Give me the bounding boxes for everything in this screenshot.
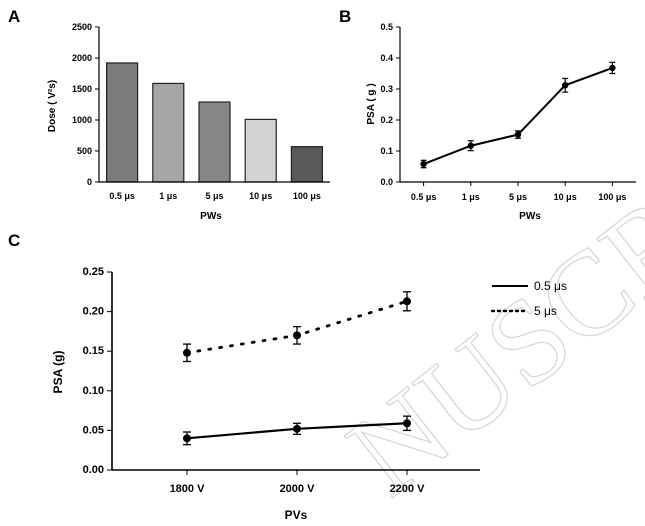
y-tick-label: 500 bbox=[77, 146, 92, 156]
bar bbox=[244, 118, 277, 183]
chart-c: 0.00 0.05 0.10 0.15 0.20 0.25 1800 V 2000 V 220… bbox=[51, 266, 567, 522]
data-point bbox=[293, 424, 301, 433]
y-tick-label: 0 bbox=[87, 177, 92, 187]
y-tick-label: 0.05 bbox=[83, 424, 104, 436]
x-axis-label: PWs bbox=[519, 211, 541, 222]
x-ticks: 0.5 μs 1 μs 5 μs 10 μs 100 μs bbox=[109, 191, 321, 201]
axes bbox=[98, 27, 330, 183]
data-point bbox=[403, 297, 411, 306]
panel-label-a: A bbox=[8, 7, 20, 26]
data-point bbox=[183, 348, 191, 357]
x-tick-label: 10 μs bbox=[554, 192, 577, 202]
data-point bbox=[293, 331, 301, 340]
panel-label-b: B bbox=[339, 7, 351, 26]
y-tick-label: 0.20 bbox=[83, 306, 104, 318]
x-tick-label: 100 μs bbox=[293, 191, 321, 201]
panel-label-c: C bbox=[8, 231, 20, 250]
legend: 0.5 μs 5 μs bbox=[490, 279, 567, 318]
chart-b: 0.0 0.1 0.2 0.3 0.4 0.5 0.5 μs 1 μs 5 μs 10 μs 10… bbox=[366, 22, 636, 222]
data-point bbox=[562, 82, 569, 89]
y-tick-label: 2000 bbox=[72, 53, 92, 63]
x-tick-label: 10 μs bbox=[249, 191, 272, 201]
x-tick-label: 0.5 μs bbox=[411, 192, 437, 202]
y-ticks: 0.0 0.1 0.2 0.3 0.4 0.5 bbox=[380, 22, 400, 187]
x-ticks: 1800 V 2000 V 2200 V bbox=[170, 470, 426, 495]
y-tick-label: 0.1 bbox=[380, 146, 393, 156]
series-0 bbox=[183, 415, 411, 446]
x-tick-label: 5 μs bbox=[205, 191, 223, 201]
x-tick-label: 5 μs bbox=[509, 192, 527, 202]
data-point bbox=[514, 131, 522, 138]
bar bbox=[198, 101, 231, 183]
series-line-path bbox=[423, 66, 613, 165]
x-tick-label: 100 μs bbox=[598, 192, 626, 202]
y-tick-label: 0.10 bbox=[83, 385, 104, 397]
x-tick-label: 0.5 μs bbox=[109, 191, 135, 201]
x-axis-label: PWs bbox=[200, 211, 222, 222]
axes bbox=[111, 272, 480, 471]
y-tick-label: 0.0 bbox=[380, 177, 393, 187]
y-tick-label: 0.5 bbox=[380, 22, 393, 32]
data-point bbox=[467, 142, 474, 149]
y-tick-label: 1500 bbox=[72, 84, 92, 94]
data-point bbox=[183, 434, 191, 443]
x-tick-label: 2000 V bbox=[280, 483, 316, 495]
chart-a: 0 500 1000 1500 2000 2500 0.5 μs 1 μs 5 μs 10 μs… bbox=[47, 22, 330, 222]
x-tick-label: 2200 V bbox=[390, 483, 426, 495]
x-ticks: 0.5 μs 1 μs 5 μs 10 μs 100 μs bbox=[411, 182, 626, 202]
y-tick-label: 0.25 bbox=[83, 266, 104, 278]
data-point bbox=[609, 64, 616, 72]
series-group bbox=[183, 291, 411, 446]
data-point bbox=[420, 160, 427, 168]
y-tick-label: 0.2 bbox=[380, 115, 393, 125]
data-point bbox=[403, 419, 411, 428]
bar bbox=[290, 146, 323, 183]
y-tick-label: 0.4 bbox=[380, 53, 393, 63]
legend-label-1: 5 μs bbox=[534, 304, 557, 318]
y-ticks: 0.00 0.05 0.10 0.15 0.20 0.25 bbox=[83, 266, 112, 476]
x-tick-label: 1 μs bbox=[159, 191, 177, 201]
y-axis-label: Dose ( V²s) bbox=[47, 80, 58, 132]
x-tick-label: 1 μs bbox=[462, 192, 480, 202]
legend-label-0: 0.5 μs bbox=[534, 279, 567, 293]
y-tick-label: 0.00 bbox=[83, 464, 104, 476]
y-axis-label: PSA (g) bbox=[51, 351, 65, 394]
y-ticks: 0 500 1000 1500 2000 2500 bbox=[72, 22, 99, 187]
y-tick-label: 0.15 bbox=[83, 345, 104, 357]
x-tick-label: 1800 V bbox=[170, 483, 206, 495]
bar-group bbox=[105, 62, 323, 183]
y-axis-label: PSA ( g ) bbox=[366, 83, 377, 124]
x-axis-label: PVs bbox=[285, 508, 308, 522]
series-1 bbox=[183, 291, 411, 363]
series-line bbox=[420, 61, 616, 169]
y-tick-label: 2500 bbox=[72, 22, 92, 32]
watermark: NUSCRIPT bbox=[323, 58, 645, 521]
y-tick-label: 1000 bbox=[72, 115, 92, 125]
watermark-text: NUSCRIPT bbox=[324, 59, 645, 521]
bar bbox=[105, 62, 139, 183]
y-tick-label: 0.3 bbox=[380, 84, 393, 94]
bar bbox=[152, 82, 185, 183]
